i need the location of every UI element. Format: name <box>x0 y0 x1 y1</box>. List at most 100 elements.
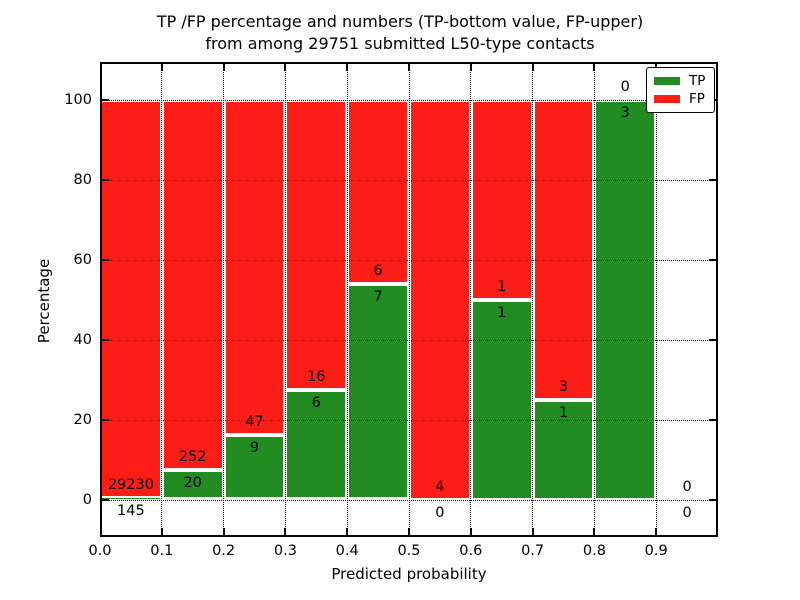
x-tick-mark <box>655 528 658 537</box>
tp-count-label: 6 <box>311 395 321 412</box>
plot-area: 29230 145 252 20 47 9 16 6 6 7 4 0 1 1 3 1 0 3 0 0 <box>100 62 718 537</box>
x-tick-mark <box>346 62 349 71</box>
tp-count-label: 0 <box>435 504 445 521</box>
fp-count-label: 6 <box>373 263 383 280</box>
tp-count-label: 0 <box>682 504 692 521</box>
x-axis-title: Predicted probability <box>331 565 487 583</box>
x-tick-label: 0.3 <box>273 543 297 559</box>
x-tick-mark <box>408 62 410 71</box>
x-tick-mark <box>222 528 225 537</box>
x-tick-mark <box>160 528 163 537</box>
gridline-vertical <box>593 62 595 537</box>
chart-title-line2: from among 29751 submitted L50-type cont… <box>205 34 595 53</box>
tp-count-label: 9 <box>249 440 260 457</box>
x-tick-label: 0.2 <box>212 543 236 559</box>
x-tick-label: 0.9 <box>644 543 668 559</box>
fp-count-label: 1 <box>497 278 507 295</box>
x-tick-mark <box>655 62 658 71</box>
x-tick-label: 0.7 <box>521 543 545 559</box>
legend-swatch-fp <box>654 95 680 103</box>
tp-count-label: 7 <box>373 289 383 306</box>
y-tick-label: 80 <box>73 171 92 188</box>
gridline-vertical <box>346 62 348 537</box>
x-tick-label: 0.4 <box>335 543 359 559</box>
y-tick-mark <box>100 178 109 181</box>
bar-fp <box>409 99 471 500</box>
gridline-vertical <box>223 62 225 537</box>
gridline-horizontal <box>100 99 718 101</box>
gridline-vertical <box>161 62 163 537</box>
tp-count-label: 145 <box>117 502 145 519</box>
fp-count-label: 29230 <box>107 476 154 493</box>
y-tick-label: 100 <box>64 91 92 108</box>
fp-count-label: 3 <box>558 378 569 395</box>
y-tick-mark <box>100 498 109 501</box>
x-tick-mark <box>469 62 472 71</box>
x-tick-mark <box>593 62 596 71</box>
x-tick-mark <box>222 62 225 71</box>
fp-count-label: 0 <box>620 78 630 95</box>
bar-fp <box>161 99 224 471</box>
y-tick-label: 40 <box>73 331 92 348</box>
bar-tp <box>223 435 286 500</box>
x-tick-mark <box>284 528 287 537</box>
y-tick-mark <box>709 258 718 261</box>
x-tick-label: 0.0 <box>88 543 112 559</box>
x-tick-mark <box>469 528 472 537</box>
y-tick-mark <box>100 338 109 341</box>
y-tick-label: 20 <box>73 411 92 428</box>
tp-count-label: 3 <box>620 104 630 121</box>
bar-tp <box>470 299 533 500</box>
fp-count-label: 0 <box>682 478 692 495</box>
x-tick-mark <box>593 528 596 537</box>
x-tick-mark <box>160 62 163 71</box>
gridline-vertical <box>284 62 286 537</box>
gridline-vertical <box>532 62 534 537</box>
y-tick-label: 0 <box>82 491 92 508</box>
y-tick-mark <box>709 498 718 501</box>
fp-count-label: 4 <box>435 478 445 495</box>
y-tick-label: 60 <box>73 251 92 268</box>
x-tick-label: 0.1 <box>150 543 174 559</box>
gridline-horizontal <box>100 499 718 501</box>
y-tick-mark <box>709 178 718 181</box>
bar-fp <box>532 99 595 400</box>
x-tick-mark <box>284 62 287 71</box>
legend-row: FP <box>654 92 707 106</box>
fp-count-label: 16 <box>307 369 326 386</box>
x-tick-label: 0.5 <box>397 543 421 559</box>
bar-tp <box>161 470 224 500</box>
gridline-vertical <box>655 62 657 537</box>
y-tick-mark <box>100 98 109 101</box>
x-tick-label: 0.8 <box>582 543 606 559</box>
bar-tp <box>347 284 409 500</box>
legend-swatch-tp <box>654 77 680 85</box>
x-tick-mark <box>408 528 410 537</box>
legend-row: TP <box>654 74 707 88</box>
legend-label: FP <box>689 91 705 107</box>
fp-count-label: 47 <box>245 414 264 431</box>
bar-tp <box>594 99 657 500</box>
tp-count-label: 20 <box>183 475 202 492</box>
tp-count-label: 1 <box>497 304 507 321</box>
y-tick-mark <box>100 418 109 421</box>
gridline-vertical <box>408 62 410 537</box>
legend-label: TP <box>689 73 706 89</box>
chart-title-line1: TP /FP percentage and numbers (TP-bottom… <box>156 12 644 31</box>
x-tick-mark <box>531 528 534 537</box>
gridline-horizontal <box>100 179 718 181</box>
y-tick-mark <box>709 338 718 341</box>
bar-fp <box>347 99 409 285</box>
tp-count-label: 1 <box>558 404 569 421</box>
bar-tp <box>285 390 348 500</box>
bar-fp <box>470 99 533 300</box>
legend: TP FP <box>646 67 715 113</box>
y-tick-mark <box>709 418 718 421</box>
bar-fp <box>223 99 286 436</box>
gridline-vertical <box>470 62 472 537</box>
fp-count-label: 252 <box>178 449 207 466</box>
x-tick-mark <box>531 62 534 71</box>
bar-tp <box>532 399 595 500</box>
gridline-horizontal <box>100 259 718 261</box>
bar-fp <box>285 99 348 391</box>
